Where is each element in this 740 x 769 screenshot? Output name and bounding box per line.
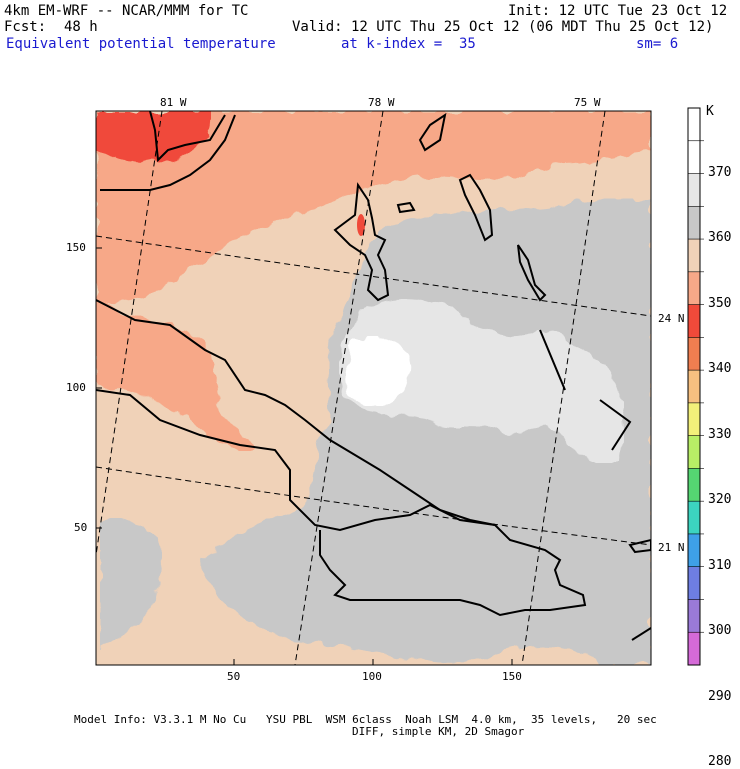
- field-name: Equivalent potential temperature: [6, 36, 276, 52]
- graticule-lon-75w: [521, 111, 606, 665]
- colorbar-level-label: 310: [708, 557, 732, 573]
- colorbar-level-label: 320: [708, 492, 732, 508]
- y-tick-150: 150: [66, 241, 86, 254]
- colorbar-level-label: 330: [708, 426, 732, 442]
- colorbar-swatch: [688, 402, 700, 437]
- forecast-label: Fcst:: [4, 19, 47, 35]
- colorbar-swatch: [688, 173, 700, 207]
- forecast-hours: 48 h: [64, 19, 98, 35]
- exuma-cay: [396, 201, 416, 214]
- colorbar-level-label: 280: [708, 754, 732, 769]
- eleuthera-island: [458, 173, 494, 242]
- inagua-coast: [539, 329, 566, 391]
- colorbar-swatch: [688, 304, 700, 338]
- colorbar-swatch: [688, 566, 700, 600]
- cuba-south-coast: [96, 389, 587, 617]
- contour-340-350-west: [96, 300, 255, 451]
- colorbar-level-label: 300: [708, 623, 732, 639]
- haiti-cape: [628, 538, 651, 554]
- lon-label-75w: 75 W: [574, 96, 601, 109]
- colorbar: [688, 108, 704, 666]
- graticule-lat-lower: [96, 466, 651, 546]
- filled-contours: [96, 111, 651, 665]
- colorbar-swatch: [688, 435, 700, 469]
- jamaica-edge: [631, 627, 651, 641]
- axis-ticks: [96, 247, 513, 665]
- contour-330-340: [96, 111, 211, 164]
- colorbar-level-label: 370: [708, 164, 732, 180]
- colorbar-swatch: [688, 501, 700, 535]
- florida-keys: [149, 111, 226, 163]
- colorbar-unit: K: [706, 104, 714, 119]
- florida-coast: [100, 114, 236, 191]
- colorbar-swatch: [688, 599, 700, 633]
- lon-label-78w: 78 W: [368, 96, 395, 109]
- colorbar-swatch: [688, 468, 700, 502]
- abaco-island: [418, 112, 447, 152]
- contour-370-380: [339, 299, 624, 463]
- colorbar-swatch: [688, 206, 700, 240]
- x-tick-150: 150: [502, 670, 522, 683]
- hispaniola-coast: [599, 399, 632, 451]
- colorbar-level-label: 290: [708, 688, 732, 704]
- andros-island: [333, 182, 390, 302]
- model-diffusion: DIFF, simple KM, 2D Smagor: [352, 725, 525, 738]
- colorbar-frame: [687, 107, 701, 666]
- contour-340-350-north: [96, 111, 651, 305]
- lon-label-81w: 81 W: [160, 96, 187, 109]
- valid-time: Valid: 12 UTC Thu 25 Oct 12 (06 MDT Thu …: [292, 19, 714, 35]
- contour-360-370-west: [100, 518, 162, 650]
- colorbar-swatch: [688, 533, 700, 568]
- colorbar-level-label: 340: [708, 361, 732, 377]
- init-time: Init: 12 UTC Tue 23 Oct 12: [508, 3, 728, 19]
- contour-380-plus: [345, 336, 413, 406]
- coastlines: [96, 111, 651, 641]
- long-island: [517, 244, 547, 302]
- y-tick-50: 50: [74, 521, 88, 534]
- lat-label-21n: 21 N: [658, 541, 685, 554]
- colorbar-swatch: [688, 108, 700, 142]
- graticule: [96, 111, 651, 665]
- colorbar-level-label: 350: [708, 295, 732, 311]
- model-info: Model Info: V3.3.1 M No Cu YSU PBL WSM 6…: [74, 713, 657, 726]
- k-index: at k-index = 35: [341, 36, 476, 52]
- graticule-lat-upper: [96, 235, 651, 317]
- x-tick-100: 100: [362, 670, 382, 683]
- colorbar-level-label: 360: [708, 230, 732, 246]
- colorbar-swatch: [688, 140, 700, 175]
- theta-e-map: [95, 107, 704, 666]
- colorbar-swatch: [688, 337, 700, 371]
- lat-label-24n: 24 N: [658, 312, 685, 325]
- x-tick-50: 50: [227, 670, 241, 683]
- cuba-north-coast: [96, 299, 496, 526]
- graticule-lon-81w: [96, 111, 163, 556]
- graticule-lon-78w: [294, 111, 384, 665]
- colorbar-swatch: [688, 370, 700, 404]
- contour-330-340-island: [357, 214, 365, 236]
- smoothing: sm= 6: [636, 36, 679, 52]
- colorbar-swatch: [688, 239, 700, 273]
- colorbar-swatch: [688, 271, 700, 306]
- colorbar-swatch: [688, 632, 700, 666]
- model-title: 4km EM-WRF -- NCAR/MMM for TC: [4, 3, 249, 19]
- y-tick-100: 100: [66, 381, 86, 394]
